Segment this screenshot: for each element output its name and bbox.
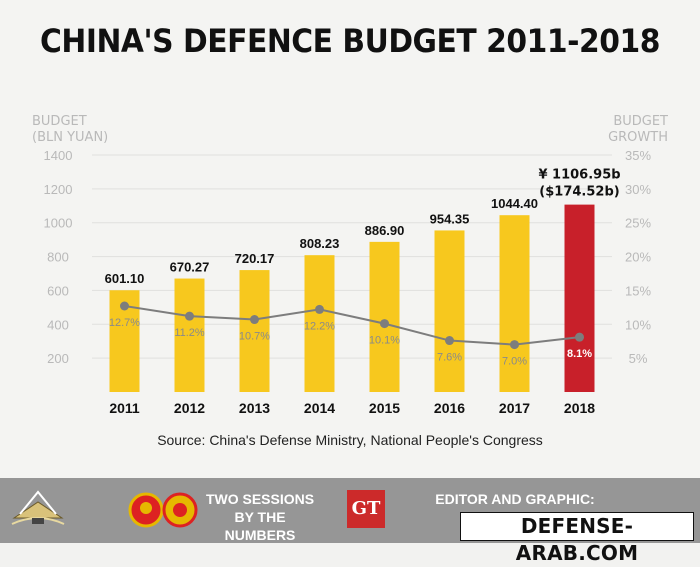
x-tick-label: 2015 bbox=[369, 400, 400, 416]
bar bbox=[564, 204, 595, 392]
growth-label: 8.1% bbox=[567, 348, 592, 360]
y-axis-label-right: BUDGET bbox=[613, 114, 668, 129]
y-tick-right: 20% bbox=[625, 250, 651, 265]
infographic: CHINA'S DEFENCE BUDGET 2011-2018 200 400 6… bbox=[32, 22, 669, 448]
bar bbox=[174, 278, 205, 392]
growth-label: 12.7% bbox=[109, 317, 140, 329]
x-tick-label: 2011 bbox=[109, 400, 140, 416]
watermark: DEFENSE-ARAB.COM bbox=[460, 512, 694, 565]
growth-point bbox=[120, 301, 129, 311]
y-tick-right: 25% bbox=[625, 216, 651, 231]
y-tick-left: 600 bbox=[47, 283, 69, 298]
highlight-value-usd: ($174.52b) bbox=[539, 185, 619, 200]
growth-point bbox=[250, 315, 259, 325]
growth-point bbox=[185, 311, 194, 321]
page-title: CHINA'S DEFENCE BUDGET 2011-2018 bbox=[40, 22, 660, 60]
y-tick-left: 200 bbox=[47, 351, 69, 366]
y-tick-right: 35% bbox=[625, 148, 651, 163]
budget-chart: 200 400 600 800 1000 1200 1400 5% 10% 15% 20% 25% 30… bbox=[32, 114, 668, 416]
growth-label: 11.2% bbox=[174, 327, 205, 339]
sessions-line-1: TWO SESSIONS bbox=[205, 491, 315, 507]
editor-line-1: EDITOR AND GRAPHIC: bbox=[435, 491, 595, 507]
x-tick-label: 2013 bbox=[239, 400, 270, 416]
y-tick-right: 10% bbox=[625, 317, 651, 332]
growth-label: 12.2% bbox=[304, 320, 335, 332]
bar-value-label: 808.23 bbox=[300, 236, 340, 251]
growth-line bbox=[124, 305, 580, 346]
sessions-line-2: BY THE NUMBERS bbox=[224, 509, 296, 543]
y-axis-label-left: (BLN YUAN) bbox=[32, 130, 108, 145]
growth-label: 10.7% bbox=[239, 331, 270, 343]
bar bbox=[499, 215, 530, 392]
growth-point bbox=[315, 304, 324, 314]
national-emblems-icon bbox=[128, 492, 198, 528]
bar-value-label: 670.27 bbox=[170, 260, 210, 275]
growth-label: 7.0% bbox=[502, 356, 527, 368]
x-tick-label: 2017 bbox=[499, 400, 530, 416]
two-sessions-label: TWO SESSIONS BY THE NUMBERS bbox=[200, 490, 320, 544]
growth-point bbox=[575, 332, 584, 342]
highlight-value-yuan: ¥ 1106.95b bbox=[538, 168, 620, 183]
growth-label: 10.1% bbox=[369, 335, 400, 347]
y-tick-right: 5% bbox=[629, 351, 648, 366]
bar-value-label: 601.10 bbox=[105, 271, 145, 286]
y-tick-left: 1000 bbox=[44, 216, 73, 231]
bar-value-label: 886.90 bbox=[365, 223, 405, 238]
bar-value-label: 720.17 bbox=[235, 251, 275, 266]
y-tick-left: 800 bbox=[47, 250, 69, 265]
y-tick-left: 1200 bbox=[44, 182, 73, 197]
x-tick-label: 2018 bbox=[564, 400, 595, 416]
x-tick-label: 2016 bbox=[434, 400, 465, 416]
bar bbox=[369, 241, 400, 392]
y-tick-right: 30% bbox=[625, 182, 651, 197]
bar-value-label: 1044.40 bbox=[491, 196, 538, 211]
site-logo-icon bbox=[11, 490, 65, 525]
x-tick-label: 2014 bbox=[304, 400, 335, 416]
bar bbox=[239, 270, 270, 392]
y-axis-label-right: GROWTH bbox=[608, 130, 668, 145]
growth-point bbox=[380, 319, 389, 329]
global-times-logo: GT bbox=[347, 490, 385, 528]
growth-point bbox=[510, 340, 519, 350]
x-tick-label: 2012 bbox=[174, 400, 205, 416]
y-axis-label-left: BUDGET bbox=[32, 114, 87, 129]
y-tick-left: 1400 bbox=[44, 148, 73, 163]
bar bbox=[434, 230, 465, 392]
bar bbox=[304, 255, 335, 392]
growth-label: 7.6% bbox=[437, 352, 462, 364]
growth-point bbox=[445, 336, 454, 346]
y-tick-right: 15% bbox=[625, 283, 651, 298]
source-note: Source: China's Defense Ministry, Nation… bbox=[157, 432, 543, 448]
y-tick-left: 400 bbox=[47, 317, 69, 332]
bar-value-label: 954.35 bbox=[430, 211, 470, 226]
